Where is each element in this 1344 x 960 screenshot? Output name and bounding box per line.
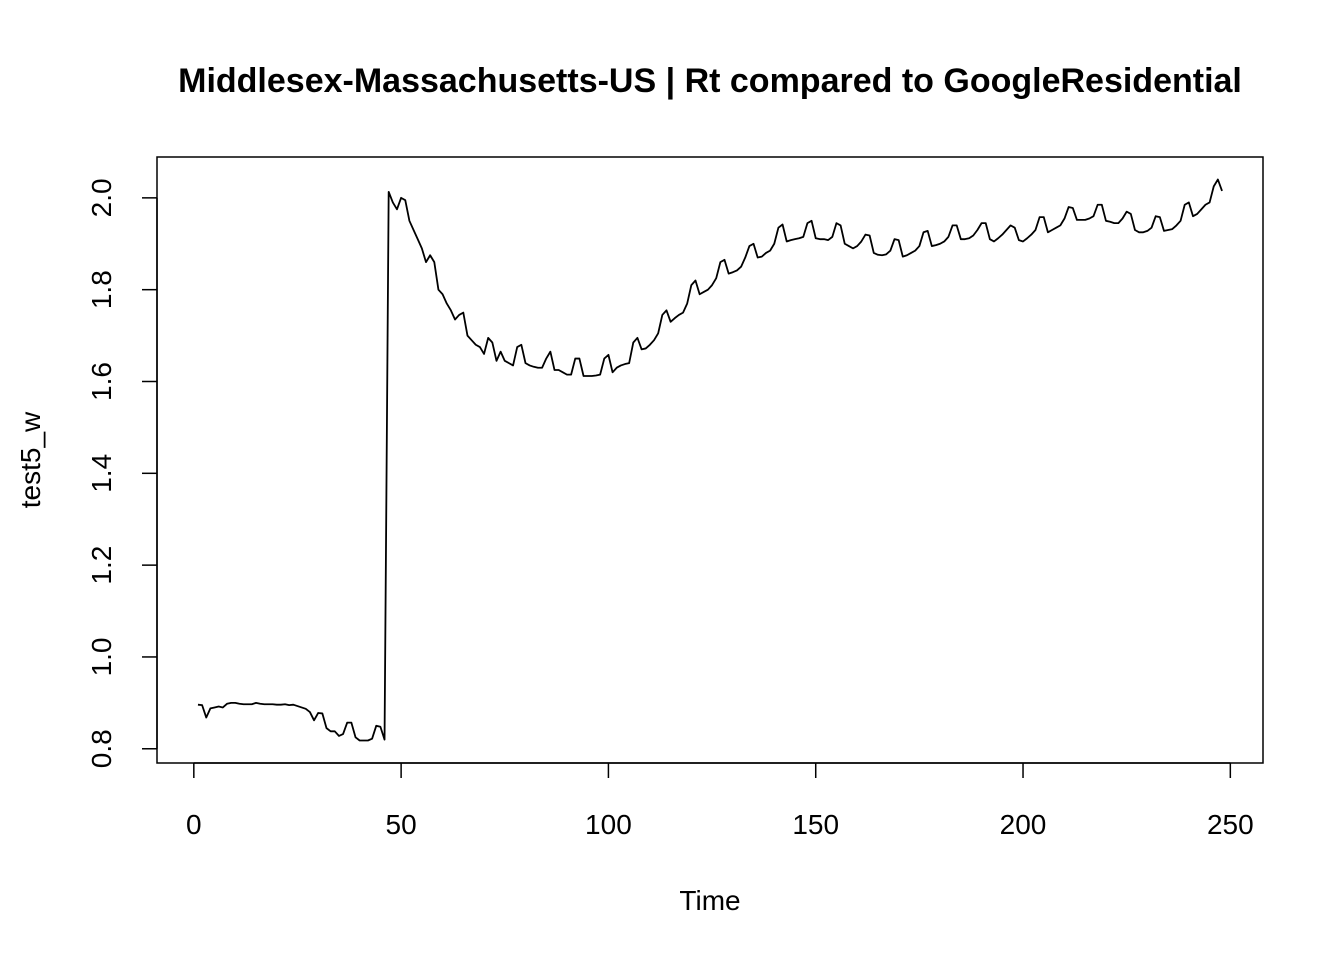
x-tick-label: 250 bbox=[1207, 809, 1254, 840]
x-axis-label: Time bbox=[679, 885, 740, 916]
y-tick-label: 1.4 bbox=[86, 454, 117, 493]
x-tick-label: 150 bbox=[792, 809, 839, 840]
x-tick-label: 100 bbox=[585, 809, 632, 840]
y-tick-label: 1.2 bbox=[86, 546, 117, 585]
x-tick-label: 0 bbox=[186, 809, 202, 840]
y-tick-label: 0.8 bbox=[86, 729, 117, 768]
plot-box bbox=[156, 156, 1264, 764]
series-line bbox=[197, 178, 1223, 742]
x-tick-label: 50 bbox=[386, 809, 417, 840]
y-axis-label: test5_w bbox=[15, 411, 46, 508]
x-tick-label: 200 bbox=[1000, 809, 1047, 840]
y-tick-label: 2.0 bbox=[86, 178, 117, 217]
y-tick-label: 1.0 bbox=[86, 637, 117, 676]
y-tick-label: 1.8 bbox=[86, 270, 117, 309]
chart-title: Middlesex-Massachusetts-US | Rt compared… bbox=[178, 62, 1242, 100]
y-tick-label: 1.6 bbox=[86, 362, 117, 401]
